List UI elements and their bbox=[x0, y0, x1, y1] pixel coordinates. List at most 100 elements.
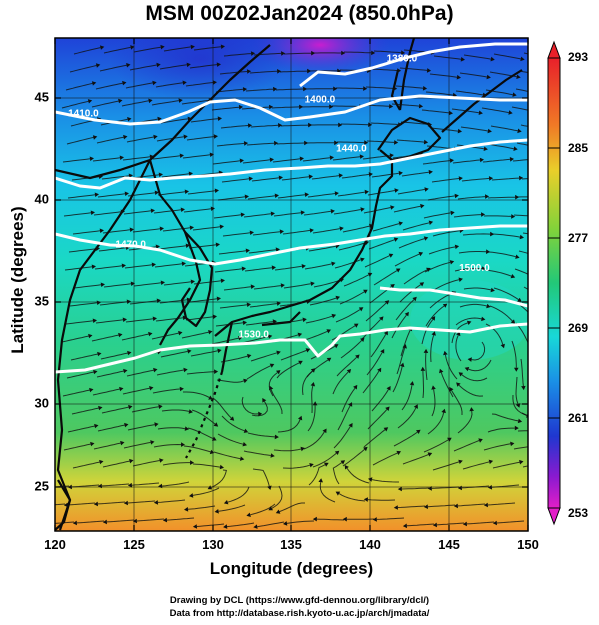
sakhalin-coastline bbox=[390, 38, 416, 111]
wind-arrowhead bbox=[487, 485, 493, 490]
streamline bbox=[422, 160, 451, 165]
wind-arrowhead bbox=[223, 500, 229, 505]
wind-arrowhead bbox=[126, 63, 131, 68]
streamline bbox=[127, 500, 156, 504]
wind-arrowhead bbox=[185, 243, 190, 248]
streamline bbox=[106, 519, 135, 523]
wind-arrowhead bbox=[464, 367, 470, 372]
wind-arrowhead bbox=[478, 438, 483, 443]
wind-arrowhead bbox=[157, 116, 162, 122]
wind-arrowhead bbox=[299, 104, 304, 110]
streamline bbox=[127, 192, 156, 197]
streamline bbox=[157, 427, 186, 430]
streamline bbox=[274, 265, 302, 271]
wind-arrowhead bbox=[363, 497, 368, 502]
wind-arrowhead bbox=[423, 139, 429, 145]
wind-arrowhead bbox=[450, 210, 455, 216]
streamline bbox=[343, 51, 372, 54]
contour-label: 1400.0 bbox=[305, 95, 336, 106]
wind-arrowhead bbox=[124, 191, 129, 196]
streamline bbox=[125, 82, 153, 89]
wind-arrowhead bbox=[303, 86, 308, 92]
streamline bbox=[365, 86, 394, 89]
wind-arrowhead bbox=[426, 267, 431, 272]
wind-arrowhead bbox=[360, 337, 365, 342]
wind-arrowhead bbox=[275, 247, 280, 252]
wind-arrowhead bbox=[91, 81, 97, 86]
streamline bbox=[338, 493, 366, 502]
wind-arrowhead bbox=[481, 266, 486, 271]
colorbar: 293 285 277 269 261 253 bbox=[547, 40, 588, 526]
wind-arrowhead bbox=[277, 69, 282, 74]
wind-arrowhead bbox=[208, 395, 213, 400]
wind-arrowhead bbox=[91, 264, 96, 269]
wind-arrowhead bbox=[481, 212, 486, 217]
wind-arrowhead bbox=[208, 330, 213, 335]
streamline bbox=[493, 53, 521, 60]
streamline bbox=[368, 239, 395, 250]
streamline bbox=[249, 70, 278, 74]
streamline bbox=[97, 501, 126, 505]
streamline bbox=[516, 142, 528, 146]
streamline bbox=[428, 246, 456, 255]
streamline bbox=[362, 155, 391, 160]
wind-arrowhead bbox=[120, 440, 125, 446]
wind-arrowhead bbox=[377, 367, 382, 373]
wind-arrowhead bbox=[246, 512, 251, 517]
wind-arrowhead bbox=[538, 323, 542, 328]
wind-arrowhead bbox=[160, 44, 165, 50]
wind-arrowhead bbox=[386, 386, 391, 391]
streamline bbox=[243, 450, 271, 456]
wind-arrowhead bbox=[153, 500, 159, 505]
wind-arrowhead bbox=[454, 193, 459, 199]
wind-arrowhead bbox=[344, 465, 349, 470]
streamline bbox=[303, 210, 332, 216]
streamline bbox=[133, 282, 162, 287]
streamline bbox=[282, 464, 311, 469]
wind-arrowhead bbox=[331, 261, 336, 266]
streamline bbox=[163, 281, 192, 286]
streamline bbox=[334, 259, 362, 269]
wind-arrowhead bbox=[178, 98, 183, 103]
wind-arrowhead bbox=[244, 194, 249, 199]
streamline bbox=[316, 518, 345, 521]
wind-arrowhead bbox=[121, 263, 126, 268]
wind-arrowhead bbox=[189, 225, 194, 230]
wind-arrowhead bbox=[394, 140, 399, 145]
wind-arrowhead bbox=[152, 80, 157, 86]
streamline bbox=[471, 341, 486, 361]
streamline bbox=[187, 190, 216, 195]
wind-arrowhead bbox=[312, 516, 317, 522]
wind-arrowhead bbox=[267, 485, 272, 490]
wind-arrowhead bbox=[72, 520, 77, 526]
streamline bbox=[252, 468, 270, 487]
wind-arrowhead bbox=[184, 189, 189, 194]
streamline bbox=[133, 46, 161, 53]
streamline bbox=[257, 521, 285, 528]
streamline bbox=[245, 321, 274, 326]
wind-arrowhead bbox=[383, 427, 389, 432]
streamline bbox=[488, 251, 516, 258]
streamline bbox=[220, 125, 249, 129]
streamline bbox=[371, 479, 399, 483]
streamline bbox=[393, 205, 421, 213]
wind-arrowhead bbox=[394, 188, 399, 193]
wind-arrowhead bbox=[149, 154, 154, 159]
streamline bbox=[399, 284, 422, 303]
streamline bbox=[189, 64, 218, 69]
wind-arrowhead bbox=[516, 74, 521, 79]
streamline bbox=[76, 520, 105, 524]
streamline bbox=[425, 305, 445, 327]
lat-tick-label: 45 bbox=[35, 89, 49, 104]
streamline bbox=[62, 389, 90, 397]
streamline bbox=[433, 55, 462, 60]
wind-arrowhead bbox=[129, 458, 134, 464]
streamline bbox=[61, 100, 89, 109]
streamline bbox=[68, 248, 97, 253]
map-title: MSM 00Z02Jan2024 (850.0hPa) bbox=[145, 2, 454, 25]
streamline bbox=[123, 441, 151, 449]
streamline bbox=[451, 390, 463, 415]
streamline bbox=[70, 353, 98, 361]
streamline bbox=[402, 222, 430, 231]
wind-arrowhead bbox=[99, 45, 105, 50]
